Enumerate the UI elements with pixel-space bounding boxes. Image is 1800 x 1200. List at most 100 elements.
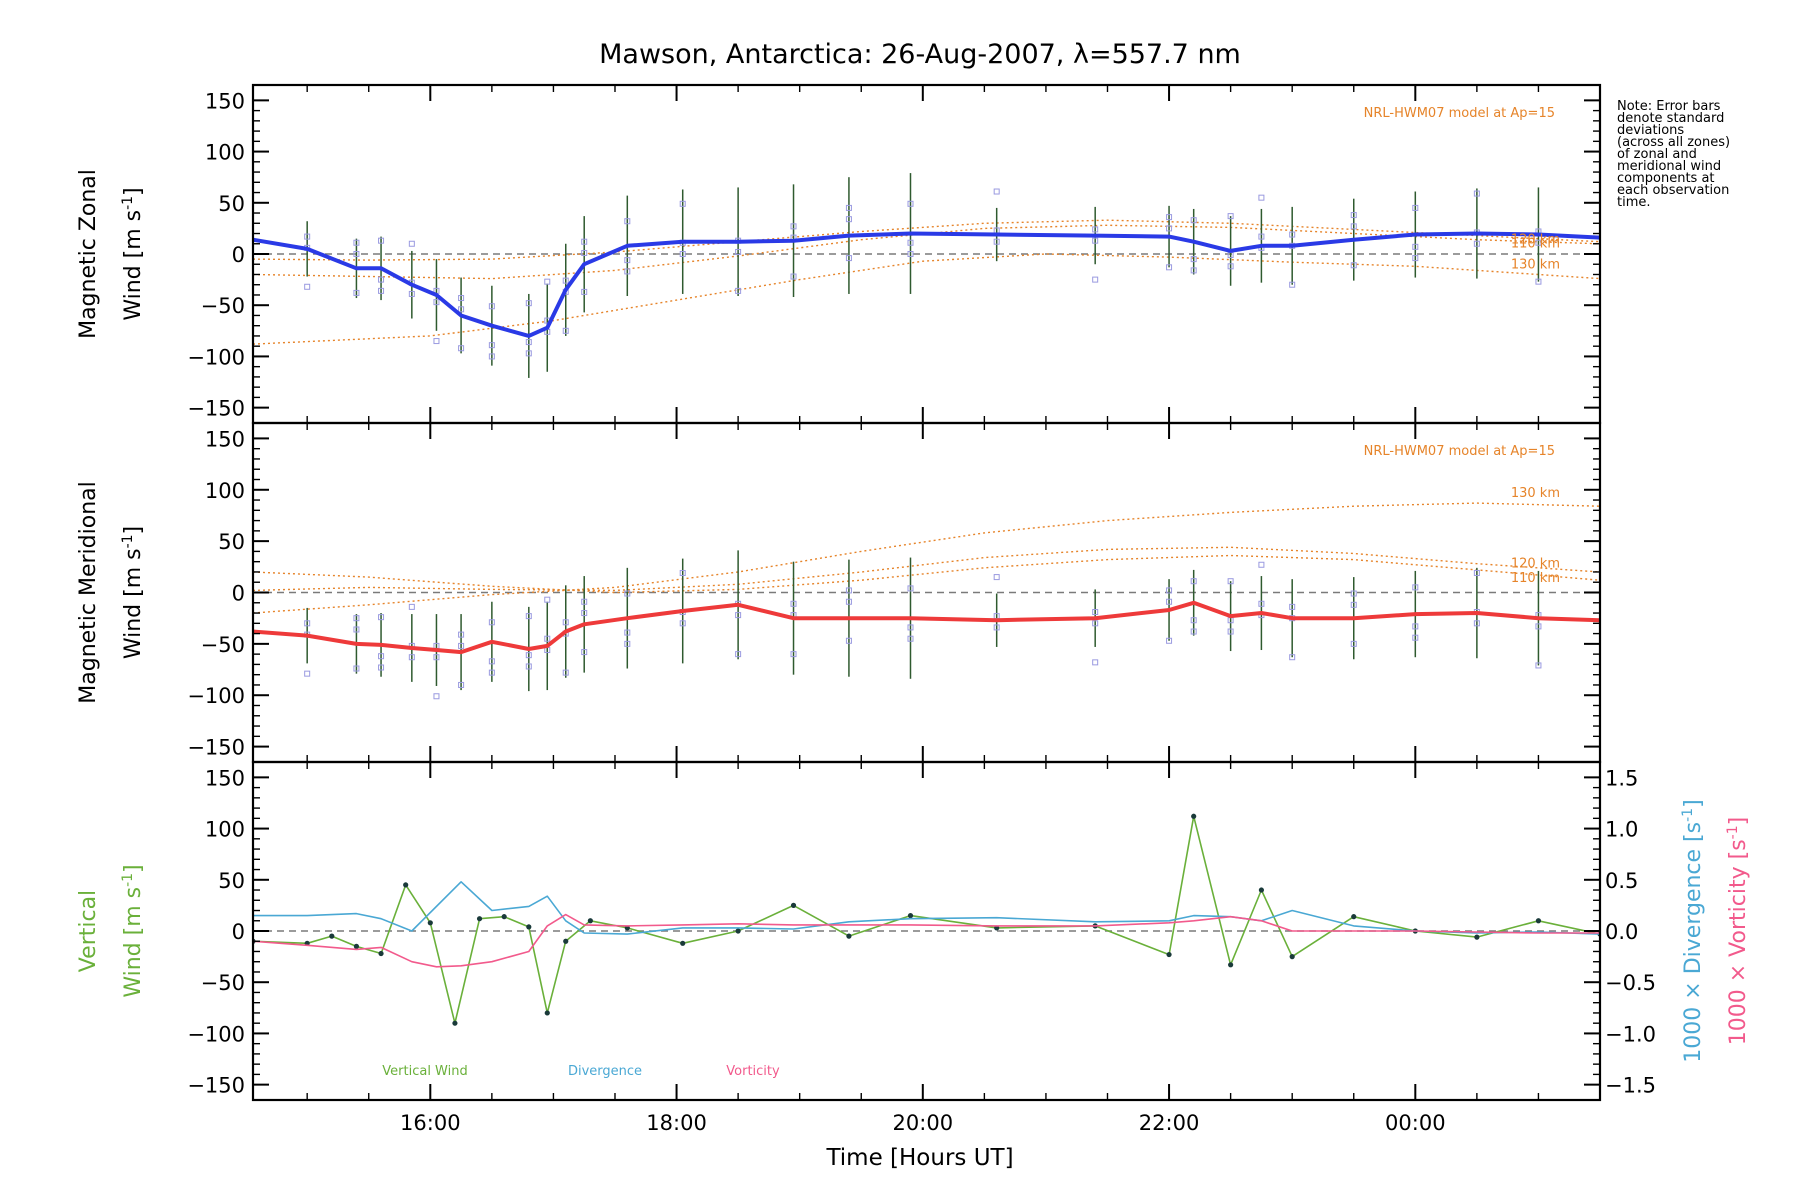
model-altitude-label: 130 km [1511,486,1560,501]
legend-item: Vertical Wind [382,1064,467,1079]
zone-sample [408,603,415,610]
zone-sample [488,669,495,676]
y2-axis-title-vorticity: 1000 × Vorticity [s-1] [1725,817,1751,1045]
zone-sample [1258,600,1265,607]
zone-sample [1190,217,1197,224]
y-axis-title-line2: Wind [m s-1] [120,526,146,659]
zone-sample [1412,204,1419,211]
zone-sample [845,255,852,262]
data-point [329,933,335,939]
zone-sample [581,649,588,656]
zone-sample [735,651,742,658]
zone-sample [1535,662,1542,669]
zone-sample [433,693,440,700]
zone-sample [458,631,465,638]
series-line-zonal-wind [253,231,1600,338]
zone-sample [1350,212,1357,219]
model-altitude-label: 110 km [1511,237,1560,252]
zone-sample [679,569,686,576]
y-axis-title-line2: Wind [m s-1] [120,864,146,997]
data-point [563,938,569,944]
data-point [1191,813,1197,819]
zone-sample [458,642,465,649]
y-axis-title-line1: Magnetic Zonal [76,169,101,339]
zone-sample [304,283,311,290]
zone-sample [353,665,360,672]
zone-sample [1412,634,1419,641]
zone-sample [845,204,852,211]
zone-sample [1092,659,1099,666]
zone-sample [1289,654,1296,661]
zone-sample [1166,598,1173,605]
model-altitude-label: 110 km [1511,571,1560,586]
plot-area [253,173,1600,378]
zone-sample [488,353,495,360]
zone-sample [907,585,914,592]
zone-sample [433,338,440,345]
y-tick-label: 150 [205,89,245,113]
x-tick-label: 20:00 [893,1111,954,1135]
zone-sample [1166,637,1173,644]
y-tick-label: 100 [205,818,245,842]
zone-sample [1412,255,1419,262]
zone-sample [679,620,686,627]
y-tick-label: −50 [201,971,245,995]
plot-area [253,813,1600,1026]
model-label: NRL-HWM07 model at Ap=15 [1364,444,1555,459]
zone-sample [1350,601,1357,608]
zone-sample [1535,623,1542,630]
zone-sample [624,629,631,636]
y-axis-title-line1: Vertical [76,890,101,972]
zone-sample [845,587,852,594]
zone-sample [790,651,797,658]
y-tick-label: 50 [218,869,245,893]
zone-sample [1258,233,1265,240]
zone-sample [304,620,311,627]
x-tick-label: 22:00 [1139,1111,1200,1135]
zone-sample [679,251,686,257]
zone-sample [1092,609,1099,616]
series-line-meridional-wind [253,600,1600,655]
data-point [790,902,797,908]
zone-sample [1289,281,1296,288]
zone-sample [378,653,385,660]
data-point [501,914,507,920]
series-line-vertical-wind [253,815,1600,1025]
zone-sample [1289,231,1296,238]
zone-sample [1473,569,1480,576]
zone-sample [993,188,1000,195]
x-tick-label: 00:00 [1385,1111,1446,1135]
model-curve-110-km [253,554,1600,594]
y-tick-label: 0 [232,582,245,606]
zone-sample [907,624,914,631]
y-tick-label: 100 [205,141,245,165]
note-line: components at [1617,171,1715,186]
zone-sample [1473,620,1480,627]
zone-sample [907,635,914,642]
zone-sample [458,295,465,302]
zone-sample [304,670,311,677]
zone-sample [624,268,631,275]
zone-sample [1092,276,1099,283]
data-point [353,943,360,949]
zone-sample [1350,640,1357,647]
zone-sample [1166,225,1173,232]
panel-meridional: NRL-HWM07 model at Ap=15 130 km 120 km110 … [76,421,1602,764]
data-point [1289,954,1295,960]
series-line-vorticity [253,913,1600,968]
zone-sample [1350,590,1357,597]
note-line: meridional wind [1617,159,1721,174]
zone-sample [353,251,360,257]
zone-sample [525,663,532,670]
zone-sample [408,654,415,661]
zone-sample [525,350,532,357]
series-line-divergence [253,880,1600,935]
zone-sample [378,664,385,671]
note-line: Note: Error bars [1617,99,1721,114]
data-point [1474,934,1480,940]
y2-tick-label: 0.5 [1605,869,1638,893]
zone-sample [353,626,360,633]
zone-sample [624,640,631,647]
zone-sample [1227,578,1234,585]
zone-sample [353,239,360,246]
